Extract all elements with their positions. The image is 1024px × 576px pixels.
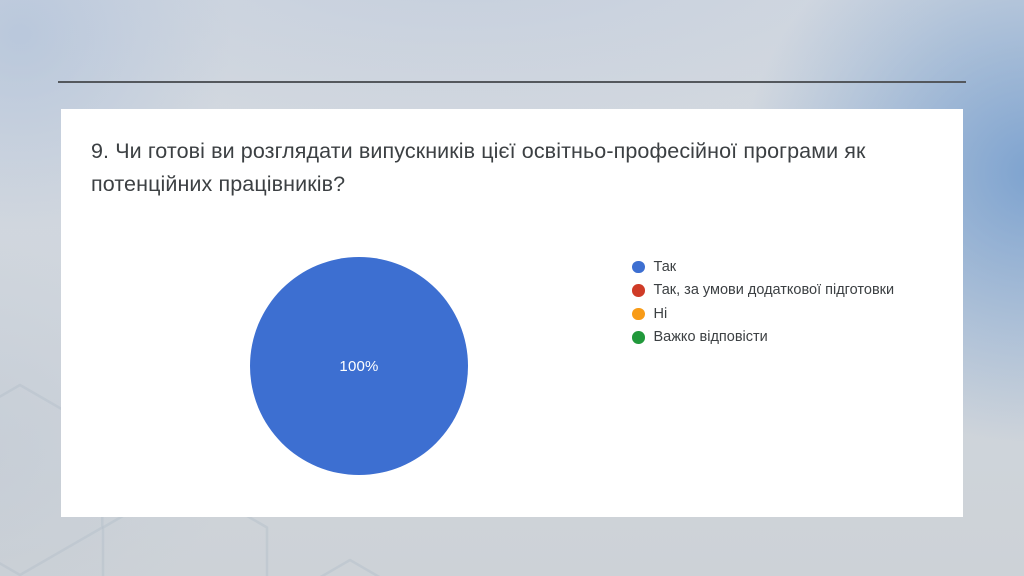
question-title: 9. Чи готові ви розглядати випускників ц… (91, 139, 866, 196)
legend-dot-icon (632, 284, 645, 297)
legend-label: Ні (653, 305, 668, 322)
legend-dot-icon (632, 260, 645, 273)
legend-item: Так, за умови додаткової підготовки (632, 279, 894, 303)
pie-percentage-label: 100% (339, 357, 379, 375)
top-divider-line (58, 81, 966, 83)
chart-legend: Так Так, за умови додаткової підготовки … (632, 255, 894, 349)
legend-label: Так, за умови додаткової підготовки (653, 282, 895, 299)
legend-item: Важко відповісти (632, 326, 894, 350)
legend-label: Важко відповісти (653, 329, 768, 346)
legend-label: Так (653, 258, 677, 275)
survey-result-card: 9. Чи готові ви розглядати випускників ц… (61, 109, 963, 517)
legend-dot-icon (632, 331, 645, 344)
legend-item: Так (632, 255, 894, 279)
legend-item: Ні (632, 302, 894, 326)
legend-dot-icon (632, 307, 645, 320)
pie-chart: 100% (250, 257, 468, 475)
